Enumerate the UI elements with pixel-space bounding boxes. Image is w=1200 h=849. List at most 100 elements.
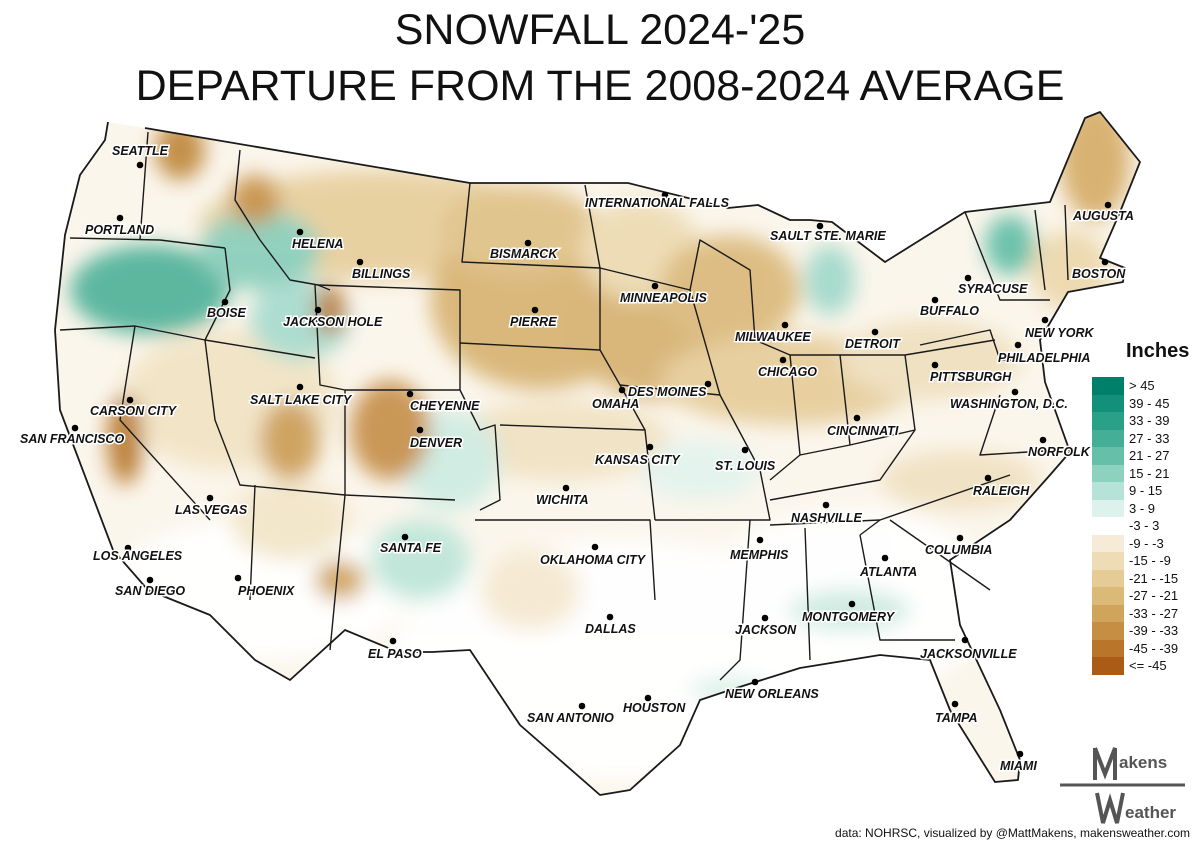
city-dot (296, 383, 304, 391)
legend-label: <= -45 (1129, 658, 1167, 674)
city-marker: CHEYENNE (406, 390, 482, 415)
city-dot (741, 446, 749, 454)
city-marker: WICHITA (535, 484, 590, 509)
legend-swatch (1092, 394, 1124, 412)
city-dot (822, 501, 830, 509)
city-label: BILLINGS (352, 267, 411, 281)
legend-bin: 15 - 21 (1092, 464, 1192, 482)
city-marker: DETROIT (844, 328, 903, 353)
city-label: KANSAS CITY (595, 453, 681, 467)
legend-swatch (1092, 552, 1124, 570)
city-dot (761, 614, 769, 622)
legend-label: 9 - 15 (1129, 483, 1163, 499)
map-title-line-2: DEPARTURE FROM THE 2008-2024 AVERAGE (135, 62, 1065, 110)
city-label: OMAHA (592, 397, 639, 411)
city-label: TAMPA (935, 711, 978, 725)
logo-line-1: akens (1119, 753, 1167, 772)
city-dot (644, 694, 652, 702)
city-dot (389, 637, 397, 645)
city-dot (751, 678, 759, 686)
city-label: HELENA (292, 237, 343, 251)
city-marker: PHOENIX (234, 574, 296, 600)
legend-swatch (1092, 639, 1124, 657)
city-label: COLUMBIA (925, 543, 992, 557)
city-dot (961, 636, 969, 644)
city-dot (606, 613, 614, 621)
legend-label: > 45 (1129, 378, 1155, 394)
city-dot (524, 239, 532, 247)
legend-label: -3 - 3 (1129, 518, 1160, 534)
city-dot (234, 574, 242, 582)
city-label: DETROIT (845, 337, 901, 351)
city-marker: NASHVILLE (790, 501, 864, 527)
city-marker: SEATTLE (111, 143, 170, 169)
city-dot (781, 321, 789, 329)
legend-swatch (1092, 464, 1124, 482)
city-marker: BILLINGS (351, 258, 412, 283)
legend-label: -39 - -33 (1129, 623, 1179, 639)
city-label: INTERNATIONAL FALLS (585, 196, 730, 210)
legend-bin: 9 - 15 (1092, 482, 1192, 500)
city-label: SYRACUSE (958, 282, 1028, 296)
city-marker: HELENA (291, 228, 345, 253)
legend-bin: > 45 (1092, 377, 1192, 395)
city-dot (562, 484, 570, 492)
city-dot (356, 258, 364, 266)
city-dot (531, 306, 539, 314)
legend-label: -9 - -3 (1129, 535, 1164, 551)
legend-swatch (1092, 622, 1124, 640)
city-marker: MILWAUKEE (734, 321, 813, 346)
city-markers-and-labels: SEATTLE PORTLAND HELENA BILLINGS BOISE JACKSO… (19, 143, 1136, 775)
city-marker: MIAMI (999, 750, 1039, 775)
legend-title: Inches (1126, 340, 1190, 362)
city-dot (146, 576, 154, 584)
legend-swatch (1092, 657, 1124, 675)
city-marker: NEW YORK (1024, 316, 1096, 342)
legend-bin: -21 - -15 (1092, 569, 1192, 587)
city-marker: OMAHA (591, 386, 641, 413)
legend-bin: 27 - 33 (1092, 429, 1192, 447)
city-marker: BISMARCK (489, 239, 560, 263)
city-marker: ATLANTA (858, 554, 919, 581)
city-dot (416, 426, 424, 434)
city-marker: LOS ANGELES (92, 544, 184, 565)
city-dot (578, 702, 586, 710)
city-dot (406, 390, 414, 398)
city-label: SAN FRANCISCO (20, 432, 124, 446)
city-label: DENVER (410, 436, 462, 450)
city-dot (314, 306, 322, 314)
city-dot (296, 228, 304, 236)
city-label: CHEYENNE (410, 399, 480, 413)
city-marker: SANTA FE (379, 533, 443, 557)
city-marker: PHILADELPHIA (997, 341, 1092, 367)
city-marker: SAN ANTONIO (526, 702, 616, 727)
city-marker: LAS VEGAS (174, 494, 249, 519)
city-label: BISMARCK (490, 247, 558, 261)
city-label: NASHVILLE (791, 511, 863, 525)
city-label: SAN ANTONIO (527, 711, 614, 725)
city-dot (931, 296, 939, 304)
city-marker: HOUSTON (622, 694, 688, 717)
city-label: MIAMI (1000, 759, 1037, 773)
city-marker: MEMPHIS (729, 536, 791, 564)
legend-label: -21 - -15 (1129, 570, 1179, 586)
city-dot (951, 700, 959, 708)
city-marker: MINNEAPOLIS (619, 282, 709, 307)
city-marker: AUGUSTA (1071, 201, 1135, 225)
legend-swatch (1092, 447, 1124, 465)
city-label: JACKSONVILLE (920, 647, 1017, 661)
city-label: ST. LOUIS (715, 459, 776, 473)
city-label: ATLANTA (859, 565, 917, 579)
legend-swatch (1092, 604, 1124, 622)
city-label: EL PASO (368, 647, 422, 661)
legend-swatch (1092, 569, 1124, 587)
city-label: NEW ORLEANS (725, 687, 819, 701)
city-marker: WASHINGTON, D.C. (949, 388, 1069, 413)
city-label: LAS VEGAS (175, 503, 248, 517)
city-marker: CHICAGO (757, 356, 819, 381)
city-marker: DALLAS (584, 613, 638, 638)
city-label: PITTSBURGH (930, 370, 1012, 384)
city-marker: COLUMBIA (924, 534, 994, 559)
legend-label: 33 - 39 (1129, 413, 1170, 429)
